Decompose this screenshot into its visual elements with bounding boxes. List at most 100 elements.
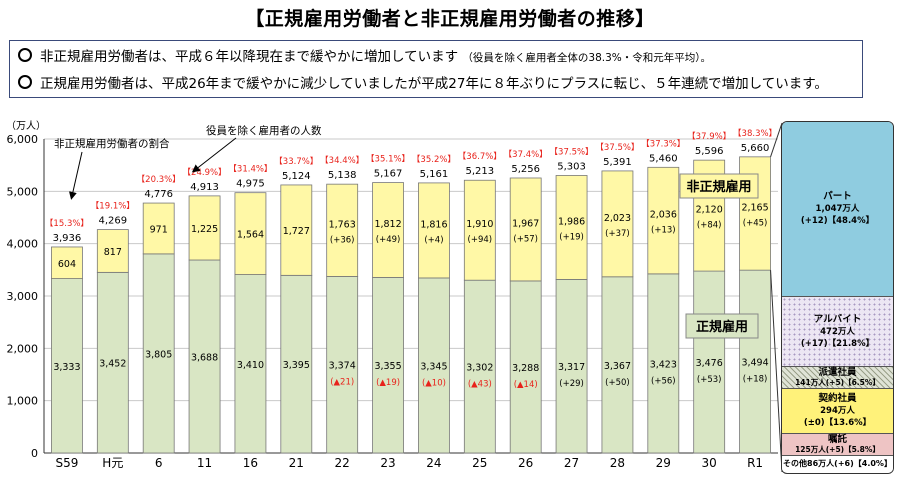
total-value-label: 5,161 [420, 169, 449, 180]
bar-regular [326, 276, 359, 454]
y-tick-label: 0 [31, 447, 38, 460]
total-annotation-arrow [191, 137, 237, 173]
nonregular-change-label: (+45) [743, 218, 768, 228]
breakdown-segment: パート 1,047万人 (+12)【48.4%】 [782, 122, 893, 297]
ratio-label: 【36.7%】 [458, 152, 502, 162]
nonregular-value-label: 604 [58, 259, 76, 270]
nonregular-value-label: 1,986 [558, 216, 585, 227]
ratio-label: 【20.3%】 [137, 175, 181, 185]
note-main-text: 正規雇用労働者は、平成26年まで緩やかに減少していましたが平成27年に８年ぶりに… [40, 76, 828, 92]
ratio-label: 【31.4%】 [228, 165, 272, 175]
y-tick-label: 5,000 [7, 185, 39, 198]
x-tick-label: S59 [55, 456, 78, 470]
bar-nonregular [463, 179, 496, 281]
breakdown-detail: (+12)【48.4%】 [800, 216, 875, 226]
bar-nonregular [555, 175, 588, 280]
circle-bullet-icon [18, 48, 32, 62]
nonregular-value-label: 1,727 [283, 226, 310, 237]
total-value-label: 4,913 [190, 182, 219, 193]
note-main-text: 非正規雇用労働者は、平成６年以降現在まで緩やかに増加しています [40, 49, 459, 65]
nonregular-change-label: (+37) [605, 229, 630, 239]
circle-bullet-icon [18, 75, 32, 89]
total-value-label: 4,975 [236, 179, 265, 190]
regular-change-label: (▲10) [422, 378, 446, 388]
y-axis-unit: （万人） [6, 120, 46, 132]
breakdown-connector-bottom [770, 270, 783, 473]
ratio-label: 【37.4%】 [504, 150, 548, 160]
breakdown-detail: 125万人(+5)【5.8%】 [795, 445, 880, 454]
regular-change-label: (▲43) [468, 380, 492, 390]
breakdown-name: 派遣社員 [818, 367, 857, 378]
breakdown-segment: 嘱託 125万人(+5)【5.8%】 [782, 434, 893, 456]
legend-nonregular: 非正規雇用 [679, 173, 759, 199]
x-tick-label: 26 [518, 456, 533, 470]
breakdown-name: 嘱託 [827, 434, 847, 445]
bar-nonregular [51, 246, 83, 279]
regular-value-label: 3,288 [512, 363, 539, 374]
breakdown-name: 契約社員 [818, 393, 857, 404]
total-value-label: 4,776 [144, 189, 173, 200]
bar-nonregular [418, 182, 450, 279]
regular-value-label: 3,805 [145, 349, 172, 360]
nonregular-value-label: 2,036 [650, 210, 677, 221]
bar-nonregular [142, 202, 175, 255]
bar-regular [51, 278, 83, 454]
regular-value-label: 3,688 [191, 352, 218, 363]
breakdown-detail: (+17)【21.8%】 [800, 338, 875, 349]
regular-change-label: (+29) [559, 379, 584, 389]
bar-nonregular [326, 183, 359, 277]
x-tick-label: H元 [102, 456, 123, 470]
bar-regular [693, 270, 726, 454]
bar-nonregular [234, 192, 267, 275]
bar-regular [280, 274, 313, 454]
y-tick-label: 2,000 [7, 342, 39, 355]
total-value-label: 5,213 [465, 166, 494, 177]
bar-regular [188, 259, 221, 454]
x-tick-label: 28 [610, 456, 625, 470]
breakdown-segment: その他86万人(+6)【4.0%】 [782, 456, 893, 472]
regular-change-label: (+50) [605, 378, 630, 388]
x-tick-label: 6 [155, 456, 163, 470]
note-small-text: （役員を除く雇用者全体の38.3%・令和元年平均）。 [462, 52, 712, 64]
total-value-label: 3,936 [53, 233, 82, 244]
total-value-label: 4,269 [98, 216, 127, 227]
x-tick-label: 11 [197, 456, 212, 470]
nonregular-value-label: 2,120 [696, 205, 723, 216]
bar-nonregular [647, 166, 680, 275]
summary-box: 非正規雇用労働者は、平成６年以降現在まで緩やかに増加しています （役員を除く雇用… [9, 40, 863, 98]
breakdown-segment: 派遣社員 141万人(+5)【6.5%】 [782, 367, 893, 389]
bar-regular [739, 269, 771, 454]
legend-regular-label: 正規雇用 [696, 319, 748, 335]
ratio-annotation: 非正規雇用労働者の割合 [54, 137, 170, 150]
nonregular-change-label: (+49) [376, 235, 401, 245]
page-title: 【正規雇用労働者と非正規雇用労働者の推移】 [245, 8, 655, 30]
ratio-label: 【37.3%】 [641, 139, 685, 149]
regular-change-label: (▲21) [330, 378, 354, 388]
ratio-label: 【37.9%】 [687, 132, 731, 142]
ratio-label: 【15.3%】 [45, 219, 89, 229]
breakdown-name: その他86万人(+6)【4.0%】 [783, 459, 892, 468]
bar-nonregular [509, 177, 542, 282]
nonregular-value-label: 1,967 [512, 218, 539, 229]
nonregular-value-label: 2,165 [741, 202, 768, 213]
total-value-label: 5,391 [603, 157, 632, 168]
bar-nonregular [188, 195, 221, 261]
bar-nonregular [601, 170, 634, 278]
bar-nonregular [280, 184, 313, 276]
nonregular-value-label: 817 [104, 247, 122, 258]
nonregular-value-label: 1,763 [329, 219, 356, 230]
ratio-label: 【19.1%】 [91, 202, 135, 212]
regular-value-label: 3,302 [466, 363, 493, 374]
nonregular-value-label: 1,812 [374, 219, 401, 230]
note-regular: 正規雇用労働者は、平成26年まで緩やかに減少していましたが平成27年に８年ぶりに… [18, 71, 854, 97]
bar-regular [509, 280, 542, 454]
nonregular-change-label: (+4) [424, 235, 443, 245]
bar-regular [418, 277, 450, 454]
regular-value-label: 3,374 [329, 361, 356, 372]
regular-value-label: 3,476 [696, 358, 723, 369]
regular-value-label: 3,367 [604, 361, 631, 372]
regular-value-label: 3,410 [237, 360, 264, 371]
regular-value-label: 3,395 [283, 360, 310, 371]
bar-regular [96, 271, 129, 454]
total-value-label: 5,460 [649, 153, 678, 164]
